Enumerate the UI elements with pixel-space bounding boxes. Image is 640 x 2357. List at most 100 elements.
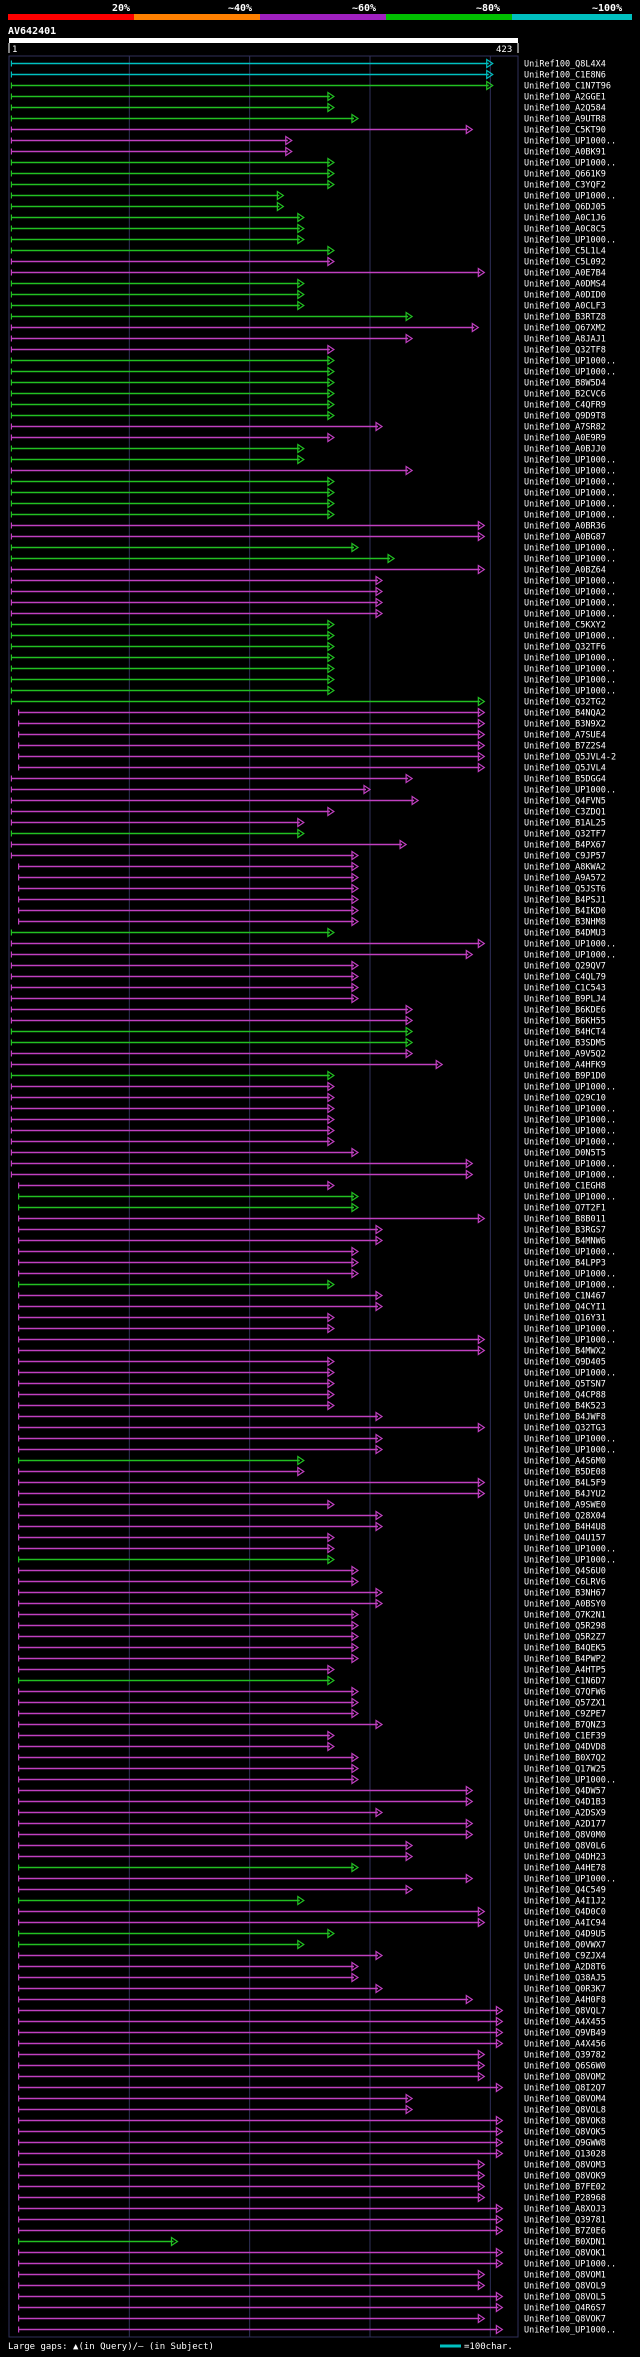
- hit-row[interactable]: UniRef100_A0DMS4: [10, 278, 606, 290]
- hit-label[interactable]: UniRef100_Q32TG2: [524, 698, 606, 708]
- hit-row[interactable]: UniRef100_Q32TF6: [10, 641, 606, 653]
- hit-row[interactable]: UniRef100_Q32TG3: [18, 1422, 606, 1434]
- hit-label[interactable]: UniRef100_B4HCT4: [524, 1028, 606, 1038]
- hit-row[interactable]: UniRef100_Q5R2Z7: [18, 1631, 606, 1643]
- hit-row[interactable]: UniRef100_Q9D9T8: [10, 410, 606, 422]
- hit-row[interactable]: UniRef100_B6KDE6: [10, 1004, 606, 1016]
- hit-label[interactable]: UniRef100_B4MWX2: [524, 1347, 606, 1357]
- hit-label[interactable]: UniRef100_Q5TSN7: [524, 1380, 606, 1390]
- hit-label[interactable]: UniRef100_A2Q584: [524, 104, 606, 114]
- hit-label[interactable]: UniRef100_A0E9R9: [524, 434, 606, 444]
- hit-row[interactable]: UniRef100_UP1000..: [10, 465, 616, 477]
- hit-label[interactable]: UniRef100_B5DE08: [524, 1468, 606, 1478]
- hit-label[interactable]: UniRef100_Q6S6W0: [524, 2062, 606, 2072]
- hit-row[interactable]: UniRef100_B3RTZ8: [10, 311, 606, 323]
- hit-row[interactable]: UniRef100_Q8VOM4: [18, 2093, 606, 2105]
- hit-row[interactable]: UniRef100_B7Z0E6: [18, 2225, 606, 2237]
- hit-row[interactable]: UniRef100_C4QFR9: [10, 399, 606, 411]
- hit-label[interactable]: UniRef100_B3NHM8: [524, 918, 606, 928]
- hit-label[interactable]: UniRef100_Q8V0M0: [524, 1831, 606, 1841]
- hit-row[interactable]: UniRef100_UP1000..: [10, 784, 616, 796]
- hit-row[interactable]: UniRef100_B4PX67: [10, 839, 606, 851]
- hit-label[interactable]: UniRef100_A0BJJ0: [524, 445, 606, 455]
- hit-row[interactable]: UniRef100_UP1000..: [18, 1191, 616, 1203]
- hit-label[interactable]: UniRef100_Q4DVD8: [524, 1743, 606, 1753]
- hit-row[interactable]: UniRef100_C4QL79: [10, 971, 606, 983]
- hit-row[interactable]: UniRef100_B5DE08: [18, 1466, 606, 1478]
- hit-row[interactable]: UniRef100_C9JP57: [10, 850, 606, 862]
- hit-row[interactable]: UniRef100_B4PWP2: [18, 1653, 606, 1665]
- hit-row[interactable]: UniRef100_A4HFK9: [10, 1059, 606, 1071]
- hit-row[interactable]: UniRef100_Q4S6U0: [18, 1565, 606, 1577]
- hit-row[interactable]: UniRef100_UP1000..: [10, 234, 616, 246]
- hit-row[interactable]: UniRef100_B4JYU2: [18, 1488, 606, 1500]
- hit-row[interactable]: UniRef100_Q4U157: [18, 1532, 606, 1544]
- hit-label[interactable]: UniRef100_Q28X04: [524, 1512, 606, 1522]
- hit-row[interactable]: UniRef100_Q4FVN5: [10, 795, 606, 807]
- hit-row[interactable]: UniRef100_UP1000..: [10, 157, 616, 169]
- hit-label[interactable]: UniRef100_A7SR82: [524, 423, 606, 433]
- hit-label[interactable]: UniRef100_A2D177: [524, 1820, 606, 1830]
- hit-label[interactable]: UniRef100_B4DMU3: [524, 929, 606, 939]
- hit-row[interactable]: UniRef100_Q8L4X4: [10, 58, 606, 70]
- hit-row[interactable]: UniRef100_A8JAJ1: [10, 333, 606, 345]
- hit-label[interactable]: UniRef100_UP1000..: [524, 1116, 616, 1126]
- hit-label[interactable]: UniRef100_Q4CYI1: [524, 1303, 606, 1313]
- hit-row[interactable]: UniRef100_A7SR82: [10, 421, 606, 433]
- hit-label[interactable]: UniRef100_UP1000..: [524, 467, 616, 477]
- hit-label[interactable]: UniRef100_C5KXY2: [524, 621, 606, 631]
- hit-row[interactable]: UniRef100_Q4CP88: [18, 1389, 606, 1401]
- hit-row[interactable]: UniRef100_UP1000..: [10, 1114, 616, 1126]
- hit-row[interactable]: UniRef100_Q8VOK5: [18, 2126, 606, 2138]
- hit-label[interactable]: UniRef100_A0BK91: [524, 148, 606, 158]
- hit-row[interactable]: UniRef100_A0BZ64: [10, 564, 606, 576]
- hit-row[interactable]: UniRef100_B5DGG4: [10, 773, 606, 785]
- hit-label[interactable]: UniRef100_UP1000..: [524, 1160, 616, 1170]
- hit-label[interactable]: UniRef100_B4JWF8: [524, 1413, 606, 1423]
- hit-label[interactable]: UniRef100_B4K523: [524, 1402, 606, 1412]
- hit-row[interactable]: UniRef100_C3ZDQ1: [10, 806, 606, 818]
- hit-label[interactable]: UniRef100_UP1000..: [524, 1875, 616, 1885]
- hit-row[interactable]: UniRef100_Q17W25: [18, 1763, 606, 1775]
- hit-label[interactable]: UniRef100_UP1000..: [524, 940, 616, 950]
- hit-row[interactable]: UniRef100_UP1000..: [10, 575, 616, 587]
- hit-row[interactable]: UniRef100_A7SUE4: [18, 729, 606, 741]
- hit-row[interactable]: UniRef100_UP1000..: [18, 1367, 616, 1379]
- hit-row[interactable]: UniRef100_UP1000..: [10, 135, 616, 147]
- hit-row[interactable]: UniRef100_UP1000..: [10, 1125, 616, 1137]
- hit-row[interactable]: UniRef100_A9SWE0: [18, 1499, 606, 1511]
- hit-label[interactable]: UniRef100_Q0VWX7: [524, 1941, 606, 1951]
- hit-row[interactable]: UniRef100_B3RGS7: [18, 1224, 606, 1236]
- hit-row[interactable]: UniRef100_Q8VOK9: [18, 2170, 606, 2182]
- hit-label[interactable]: UniRef100_UP1000..: [524, 1556, 616, 1566]
- hit-row[interactable]: UniRef100_Q7K2N1: [18, 1609, 606, 1621]
- hit-row[interactable]: UniRef100_Q8V0L6: [18, 1840, 606, 1852]
- hit-row[interactable]: UniRef100_UP1000..: [18, 1774, 616, 1786]
- hit-label[interactable]: UniRef100_Q4S6U0: [524, 1567, 606, 1577]
- hit-row[interactable]: UniRef100_UP1000..: [18, 2258, 616, 2270]
- hit-label[interactable]: UniRef100_UP1000..: [524, 2326, 616, 2336]
- hit-label[interactable]: UniRef100_C1E8N6: [524, 71, 606, 81]
- hit-label[interactable]: UniRef100_A0BSY0: [524, 1600, 606, 1610]
- hit-label[interactable]: UniRef100_A0E7B4: [524, 269, 606, 279]
- hit-row[interactable]: UniRef100_B4JWF8: [18, 1411, 606, 1423]
- hit-row[interactable]: UniRef100_UP1000..: [10, 553, 616, 565]
- hit-label[interactable]: UniRef100_Q9VB49: [524, 2029, 606, 2039]
- hit-label[interactable]: UniRef100_Q8VOK7: [524, 2315, 606, 2325]
- hit-row[interactable]: UniRef100_Q4D1B3: [18, 1796, 606, 1808]
- hit-label[interactable]: UniRef100_Q13028: [524, 2150, 606, 2160]
- hit-label[interactable]: UniRef100_UP1000..: [524, 1281, 616, 1291]
- hit-row[interactable]: UniRef100_B4K523: [18, 1400, 606, 1412]
- hit-row[interactable]: UniRef100_B9P1D0: [10, 1070, 606, 1082]
- hit-row[interactable]: UniRef100_Q5R298: [18, 1620, 606, 1632]
- hit-label[interactable]: UniRef100_Q57ZX1: [524, 1699, 606, 1709]
- hit-label[interactable]: UniRef100_B4H4U8: [524, 1523, 606, 1533]
- hit-row[interactable]: UniRef100_Q13028: [18, 2148, 606, 2160]
- hit-label[interactable]: UniRef100_UP1000..: [524, 1171, 616, 1181]
- hit-label[interactable]: UniRef100_Q7QFW6: [524, 1688, 606, 1698]
- hit-row[interactable]: UniRef100_B4MWX2: [18, 1345, 606, 1357]
- hit-label[interactable]: UniRef100_B4PWP2: [524, 1655, 606, 1665]
- hit-label[interactable]: UniRef100_Q661K9: [524, 170, 606, 180]
- hit-row[interactable]: UniRef100_Q8VOM1: [18, 2269, 606, 2281]
- hit-label[interactable]: UniRef100_UP1000..: [524, 1435, 616, 1445]
